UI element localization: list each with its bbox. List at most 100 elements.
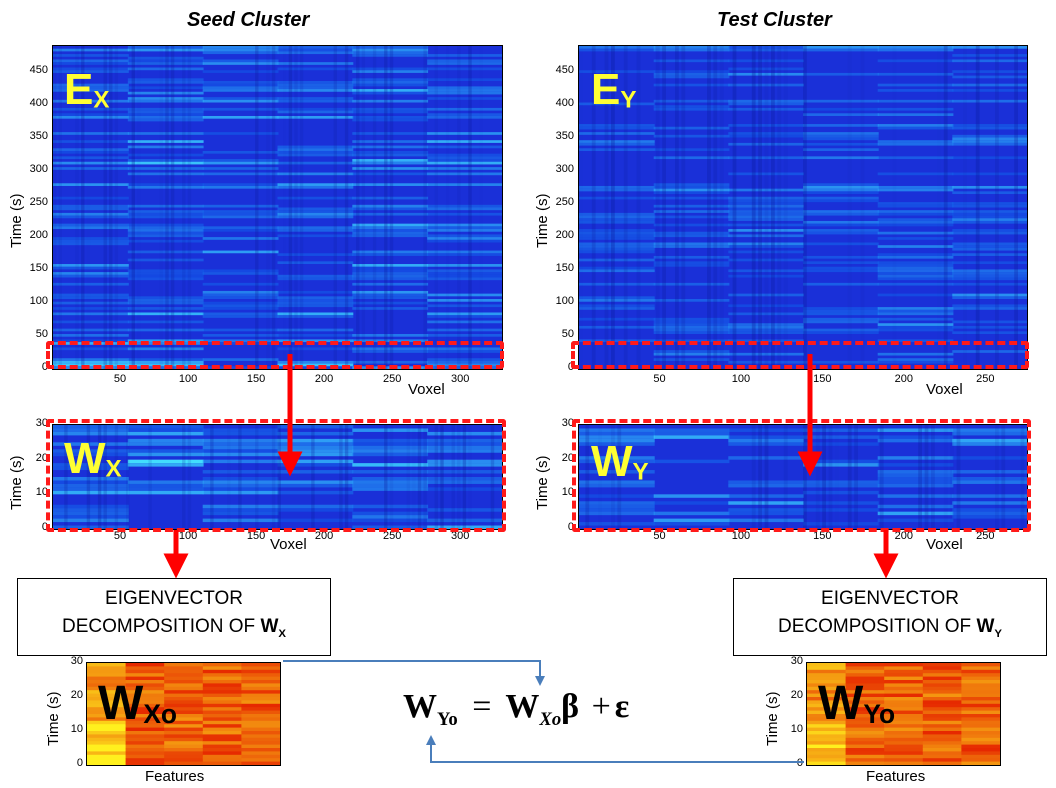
y-tick-label: 0	[76, 757, 83, 769]
y-tick-label: 20	[70, 689, 83, 701]
y-tick-label: 250	[555, 196, 574, 209]
ex-y-label: Time (s)	[8, 193, 25, 248]
y-tick-label: 30	[561, 417, 574, 429]
left-eigen-line2: DECOMPOSITION OF	[61, 616, 256, 637]
y-tick-label: 400	[29, 97, 48, 110]
eq-beta: β	[561, 688, 580, 725]
right-eigen-sub: Y	[994, 627, 1002, 640]
wy-x-label: Voxel	[926, 536, 963, 553]
x-tick-label: 150	[246, 373, 266, 385]
y-tick-label: 10	[790, 723, 803, 735]
wxo-label: WXo	[98, 677, 178, 730]
x-tick-label: 150	[246, 530, 266, 542]
x-tick-label: 100	[178, 530, 198, 542]
ex-x-label: Voxel	[408, 381, 445, 398]
ex-label: EX	[64, 65, 110, 114]
y-tick-label: 150	[29, 262, 48, 275]
y-tick-label: 300	[555, 163, 574, 176]
y-tick-label: 200	[555, 229, 574, 242]
right-eigen-var: W	[976, 616, 995, 637]
y-tick-label: 450	[29, 64, 48, 77]
x-tick-label: 50	[113, 373, 127, 385]
wx-x-label: Voxel	[270, 536, 307, 553]
ey-y-label: Time (s)	[534, 193, 551, 248]
ex-heatmap	[52, 45, 503, 370]
y-tick-label: 30	[70, 655, 83, 667]
y-tick-label: 20	[561, 451, 574, 464]
test-cluster-title: Test Cluster	[717, 9, 832, 31]
wyo-y-label: Time (s)	[764, 691, 781, 746]
y-tick-label: 20	[35, 451, 48, 464]
y-tick-label: 10	[561, 486, 574, 499]
wxo-x-label: Features	[145, 768, 205, 785]
y-tick-label: 250	[29, 196, 48, 209]
y-tick-label: 0	[41, 521, 48, 533]
y-tick-label: 20	[790, 689, 803, 701]
left-eigen-line2-wrap: DECOMPOSITION OF WX	[18, 613, 330, 648]
right-eigen-line2-wrap: DECOMPOSITION OF WY	[734, 613, 1046, 648]
eq-equals: =	[472, 688, 492, 725]
x-tick-label: 300	[450, 373, 470, 385]
wx-y-label: Time (s)	[8, 455, 25, 510]
y-tick-label: 30	[35, 417, 48, 429]
y-tick-label: 350	[29, 130, 48, 143]
ey-heatmap	[578, 45, 1028, 370]
y-tick-label: 450	[555, 64, 574, 77]
y-tick-label: 350	[555, 130, 574, 143]
x-tick-label: 250	[382, 530, 402, 542]
regression-equation: WYo = WXoβ + ε	[403, 688, 629, 731]
y-tick-label: 0	[567, 361, 574, 373]
wyo-label: WYo	[818, 677, 896, 730]
right-eigen-box: EIGENVECTOR DECOMPOSITION OF WY	[733, 578, 1047, 656]
wx-heatmap	[52, 424, 503, 530]
y-tick-label: 100	[29, 295, 48, 308]
wy-y-label: Time (s)	[534, 455, 551, 510]
x-tick-label: 100	[731, 373, 751, 385]
x-tick-label: 250	[976, 530, 995, 542]
left-eigen-line1: EIGENVECTOR	[105, 588, 243, 609]
y-tick-label: 30	[790, 655, 803, 667]
ey-x-label: Voxel	[926, 381, 963, 398]
x-tick-label: 250	[382, 373, 402, 385]
y-tick-label: 50	[561, 328, 574, 341]
x-tick-label: 200	[314, 373, 334, 385]
left-eigen-box: EIGENVECTOR DECOMPOSITION OF WX	[17, 578, 331, 656]
left-eigen-var: W	[260, 616, 279, 637]
x-tick-label: 100	[178, 373, 198, 385]
x-tick-label: 200	[314, 530, 334, 542]
right-eigen-line2: DECOMPOSITION OF	[777, 616, 972, 637]
eq-epsilon: ε	[614, 688, 630, 725]
x-tick-label: 150	[813, 373, 832, 385]
x-tick-label: 250	[976, 373, 995, 385]
arrow-wxo-to-eq	[283, 660, 545, 686]
ey-label: EY	[591, 65, 637, 114]
seed-cluster-title: Seed Cluster	[187, 9, 310, 31]
eq-lhs: W	[403, 688, 437, 725]
y-tick-label: 150	[555, 262, 574, 275]
wx-label: WX	[64, 434, 122, 483]
wy-heatmap	[578, 424, 1028, 530]
y-tick-label: 300	[29, 163, 48, 176]
wyo-heatmap	[806, 662, 1001, 766]
y-tick-label: 200	[29, 229, 48, 242]
eq-rhs: W	[505, 688, 540, 725]
wy-highlight	[572, 419, 1031, 532]
wxo-heatmap	[86, 662, 281, 766]
y-tick-label: 400	[555, 97, 574, 110]
x-tick-label: 50	[653, 373, 666, 385]
arrow-wyo-to-eq	[426, 735, 804, 763]
x-tick-label: 150	[813, 530, 832, 542]
wyo-x-label: Features	[866, 768, 926, 785]
y-tick-label: 0	[41, 361, 48, 373]
x-tick-label: 50	[113, 530, 127, 542]
x-tick-label: 50	[653, 530, 666, 542]
y-tick-label: 100	[555, 295, 574, 308]
wxo-y-label: Time (s)	[45, 691, 62, 746]
x-tick-label: 200	[894, 373, 913, 385]
left-eigen-sub: X	[278, 627, 286, 640]
eq-lhs-sub: Yo	[437, 708, 458, 730]
x-tick-label: 200	[894, 530, 913, 542]
y-tick-label: 10	[70, 723, 83, 735]
x-tick-label: 100	[731, 530, 751, 542]
x-tick-label: 300	[450, 530, 470, 542]
